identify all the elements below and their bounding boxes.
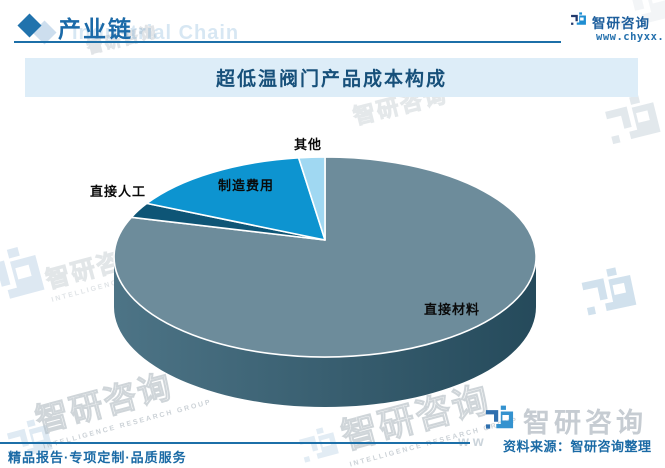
zi-logo-icon xyxy=(484,405,515,436)
footer-divider xyxy=(0,442,470,444)
zi-logo-icon xyxy=(0,241,53,322)
zi-logo-icon xyxy=(295,424,344,468)
bottom-logo: 智研咨询 xyxy=(484,401,647,440)
bottom-logo-text: 智研咨询 xyxy=(523,408,647,438)
brand-name: 智研咨询 xyxy=(592,16,650,31)
header-divider xyxy=(14,41,561,43)
watermark-left-mid xyxy=(0,241,54,327)
watermark-letters: w w xyxy=(458,433,484,449)
pie-label-manufacturing-cost: 制造费用 xyxy=(218,178,275,193)
watermark-bottom-left-text: 智研咨询 INTELLIGENCE RESEARCH GROUP xyxy=(31,367,213,451)
chart-title-band: 超低温阀门产品成本构成 xyxy=(25,58,638,97)
pie-slice-1 xyxy=(130,202,326,241)
pie-slice-0 xyxy=(113,156,537,358)
pie-side-wall xyxy=(114,257,536,407)
footer-tagline: 精品报告·专项定制·品质服务 xyxy=(8,450,187,465)
pie-label-other: 其他 xyxy=(294,137,323,152)
section-title: 产业链 xyxy=(58,16,133,42)
chart-title: 超低温阀门产品成本构成 xyxy=(215,69,447,90)
pie-label-direct-labor: 直接人工 xyxy=(90,184,147,199)
data-source: 资料来源：智研咨询整理 xyxy=(503,439,652,454)
watermark-bottom-center-icon xyxy=(295,424,345,468)
pie-slices xyxy=(113,156,537,358)
brand-logo-icon xyxy=(570,12,587,29)
zi-logo-icon xyxy=(576,263,642,329)
website-link[interactable]: www.chyxx.com xyxy=(596,31,665,43)
pie-label-direct-materials: 直接材料 xyxy=(424,302,481,317)
watermark-left-mid-text: 智研咨询 INTELLIGENCE RESEARCH GROUP xyxy=(43,241,221,304)
section-title-en: Industrial Chain xyxy=(72,22,240,44)
pie-slice-2 xyxy=(146,157,326,241)
watermark-top-right-icon xyxy=(599,90,665,163)
pie-slice-3 xyxy=(297,156,326,241)
zi-logo-icon xyxy=(599,90,665,158)
watermark-right-mid-icon xyxy=(576,263,643,334)
